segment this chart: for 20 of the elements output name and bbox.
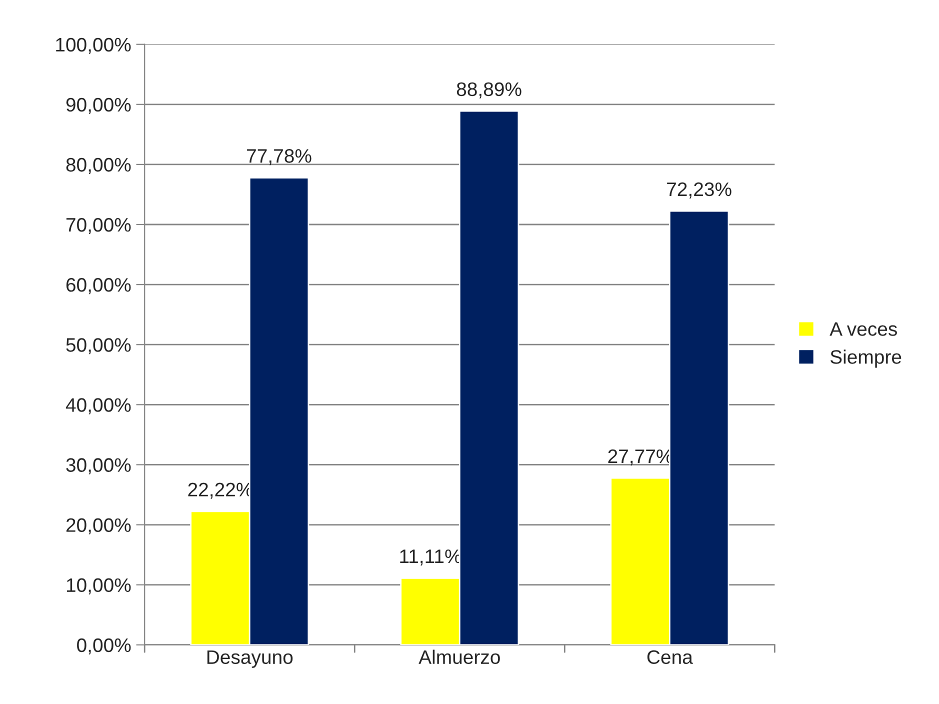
y-tick-label: 0,00% [77, 638, 131, 654]
data-label: 77,78% [247, 149, 312, 166]
y-tick-label: 30,00% [66, 458, 131, 474]
legend-label: A veces [830, 322, 897, 336]
data-label: 72,23% [667, 182, 732, 198]
x-tick-label: Almuerzo [418, 650, 500, 664]
data-label: 11,11% [400, 550, 462, 566]
x-tick-label: Desayuno [207, 650, 293, 668]
y-tick-label: 40,00% [66, 398, 131, 414]
y-tick-label: 50,00% [66, 338, 131, 354]
y-tick-label: 70,00% [66, 218, 131, 234]
x-tick-label: Cena [647, 650, 693, 664]
y-tick-label: 60,00% [66, 278, 131, 294]
data-label: 88,89% [456, 82, 522, 98]
y-tick-label: 10,00% [66, 578, 131, 594]
legend-label: Siempre [830, 350, 902, 368]
y-tick-label: 90,00% [66, 98, 131, 114]
y-tick-label: 100,00% [56, 38, 131, 54]
y-tick-label: 20,00% [66, 518, 131, 534]
y-tick-label: 80,00% [66, 158, 131, 174]
